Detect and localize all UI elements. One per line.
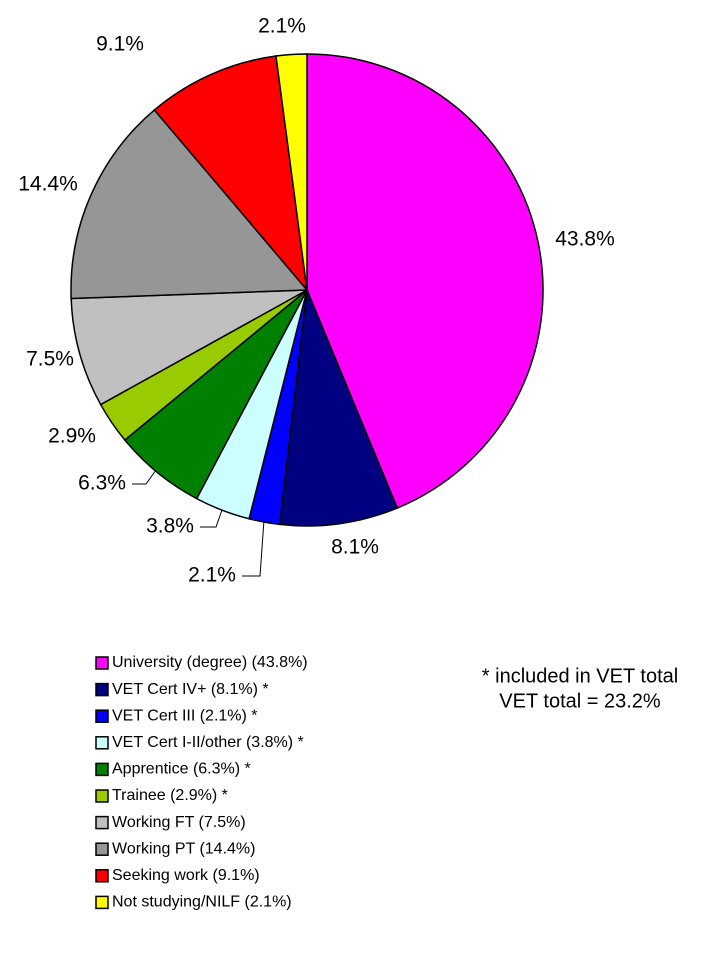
leader-line xyxy=(242,519,265,577)
legend-label: VET Cert IV+ (8.1%) * xyxy=(112,681,269,698)
pie-slice xyxy=(70,108,309,300)
slice-label: 43.8% xyxy=(555,228,615,251)
leader-lines xyxy=(132,469,265,577)
leader-line xyxy=(132,469,157,485)
note: VET total = 23.2% xyxy=(499,690,661,712)
slice-label: 8.1% xyxy=(331,536,379,559)
legend-swatch xyxy=(95,815,109,830)
pie-slice xyxy=(306,53,544,510)
legend-label: Working FT (7.5%) xyxy=(112,814,246,831)
legend-label: Working PT (14.4%) xyxy=(112,840,255,857)
pie-slice xyxy=(153,55,309,293)
slice-label: 2.1% xyxy=(188,564,236,587)
legend-label: Not studying/NILF (2.1%) xyxy=(112,894,292,911)
legend-swatch xyxy=(95,656,109,670)
legend-label: Apprentice (6.3%) * xyxy=(112,761,251,778)
legend-label: Seeking work (9.1%) xyxy=(112,867,260,884)
legend-swatch xyxy=(95,869,109,883)
legend-label: Trainee (2.9%) * xyxy=(112,787,228,804)
slice-label: 7.5% xyxy=(26,348,74,371)
legend-swatch xyxy=(95,736,109,750)
leader-line xyxy=(200,509,223,528)
pie-slice xyxy=(275,53,308,291)
legend-swatch xyxy=(95,789,109,803)
pie-slice xyxy=(278,287,399,527)
slice-label: 2.9% xyxy=(48,425,96,448)
slice-label: 3.8% xyxy=(146,515,194,538)
legend-swatch xyxy=(95,682,109,697)
legend-label: VET Cert I-II/other (3.8%) * xyxy=(112,734,304,751)
legend-swatch xyxy=(95,895,109,910)
legend-swatch xyxy=(95,762,109,777)
legend-swatch xyxy=(95,709,109,723)
slice-label: 6.3% xyxy=(78,472,126,495)
note: * included in VET total xyxy=(482,665,678,687)
slice-label: 14.4% xyxy=(18,173,78,196)
slice-label: 2.1% xyxy=(258,15,306,38)
slice-label: 9.1% xyxy=(96,33,144,56)
legend-swatch xyxy=(95,842,109,856)
legend-label: VET Cert III (2.1%) * xyxy=(112,707,258,724)
legend-label: University (degree) (43.8%) xyxy=(112,654,308,671)
pie-slice xyxy=(70,289,308,406)
